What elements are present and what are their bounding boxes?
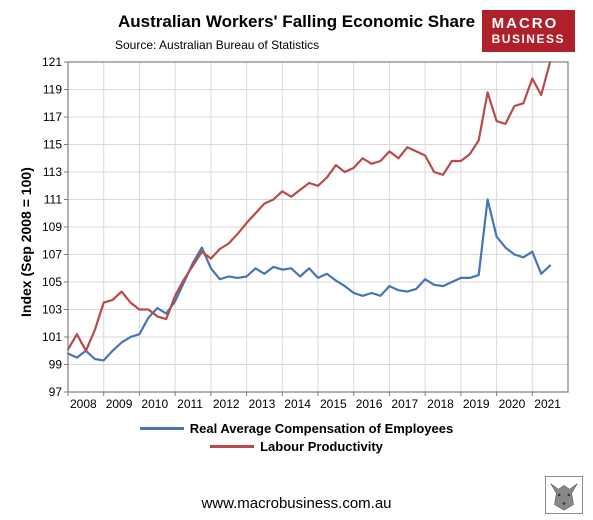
svg-text:2018: 2018: [427, 397, 454, 411]
svg-text:107: 107: [42, 248, 62, 262]
legend-item: Real Average Compensation of Employees: [140, 421, 453, 436]
svg-text:101: 101: [42, 330, 62, 344]
legend-label: Labour Productivity: [260, 439, 383, 454]
legend-swatch: [140, 427, 184, 430]
footer-url: www.macrobusiness.com.au: [0, 495, 593, 512]
svg-text:2010: 2010: [141, 397, 168, 411]
svg-text:105: 105: [42, 275, 62, 289]
chart-container: { "title": "Australian Workers' Falling …: [0, 0, 593, 520]
series-line: [68, 200, 550, 361]
svg-text:2008: 2008: [70, 397, 97, 411]
svg-text:2012: 2012: [213, 397, 240, 411]
svg-text:109: 109: [42, 220, 62, 234]
series-line: [68, 62, 550, 351]
svg-text:2014: 2014: [284, 397, 311, 411]
svg-text:103: 103: [42, 303, 62, 317]
wolf-icon: [545, 476, 583, 514]
svg-text:117: 117: [43, 110, 62, 124]
svg-text:2020: 2020: [499, 397, 526, 411]
svg-text:2021: 2021: [534, 397, 561, 411]
svg-text:2011: 2011: [177, 397, 203, 411]
svg-text:121: 121: [42, 55, 62, 69]
svg-text:2015: 2015: [320, 397, 347, 411]
svg-text:97: 97: [49, 385, 63, 399]
svg-text:2009: 2009: [106, 397, 133, 411]
svg-text:111: 111: [44, 193, 63, 207]
svg-text:115: 115: [43, 138, 62, 152]
legend-swatch: [210, 445, 254, 448]
svg-text:2019: 2019: [463, 397, 490, 411]
legend-item: Labour Productivity: [210, 439, 383, 454]
svg-text:99: 99: [49, 358, 63, 372]
svg-text:119: 119: [43, 83, 62, 97]
svg-text:2017: 2017: [391, 397, 418, 411]
svg-text:113: 113: [43, 165, 62, 179]
legend-label: Real Average Compensation of Employees: [190, 421, 453, 436]
svg-text:2016: 2016: [356, 397, 383, 411]
svg-text:2013: 2013: [249, 397, 276, 411]
chart-legend: Real Average Compensation of Employees L…: [0, 418, 593, 454]
